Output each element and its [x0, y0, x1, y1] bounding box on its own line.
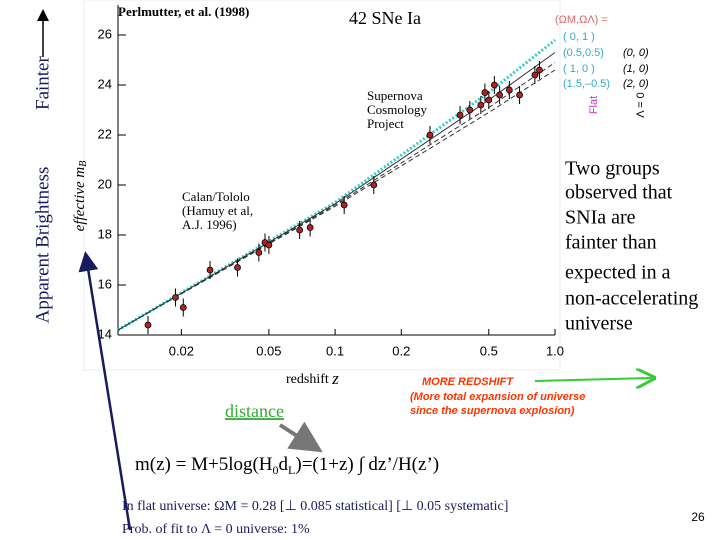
distance-arrow — [278, 421, 323, 453]
data-point — [426, 131, 434, 139]
data-point — [370, 181, 378, 189]
data-point — [505, 86, 513, 94]
data-point — [306, 224, 314, 231]
slide-number: 26 — [691, 510, 705, 524]
side-line: expected in a — [565, 262, 671, 284]
y-tick-label: 18 — [98, 226, 112, 241]
chart-title: 42 SNe Ia — [349, 8, 421, 28]
brightness-arrow — [78, 251, 132, 531]
data-point — [485, 96, 493, 104]
legend-entry: (1.5,–0.5) — [563, 78, 610, 90]
annotation: Supernova — [367, 88, 423, 103]
legend-entry: (1, 0) — [623, 63, 649, 75]
x-tick-label: 1.0 — [546, 343, 564, 358]
redshift-line: (More total expansion of universe — [410, 391, 585, 403]
y-tick-label: 24 — [98, 76, 112, 91]
y-tick-label: 20 — [98, 176, 112, 191]
annotation: Calan/Tololo — [182, 189, 250, 204]
data-point — [516, 91, 523, 99]
data-point — [255, 249, 263, 256]
y-tick-label: 14 — [98, 326, 112, 341]
side-text: Two groups observed that SNIa are fainte… — [565, 158, 698, 335]
annotation: A.J. 1996) — [182, 217, 237, 232]
data-point — [536, 66, 543, 74]
redshift-arrow — [534, 378, 652, 381]
x-tick-label: 0.02 — [169, 343, 194, 358]
y-axis-label: effective mB — [72, 161, 89, 232]
formula: m(z) = M+5log(H0dL)=(1+z) ∫ dz’/H(z’) — [135, 454, 439, 476]
data-point — [531, 71, 539, 79]
data-point — [496, 91, 504, 99]
redshift-line: since the supernova explosion) — [410, 405, 575, 417]
annotation: Cosmology — [367, 102, 427, 117]
legend-entry: (0.5,0.5) — [563, 47, 604, 59]
side-line: observed that — [565, 182, 673, 204]
credit: Perlmutter, et al. (1998) — [118, 4, 249, 19]
annotation: Project — [367, 116, 404, 131]
brightness-note: Apparent Brightness — [32, 167, 53, 324]
model-curve — [117, 62, 556, 331]
data-point — [172, 294, 179, 301]
side-line: Two groups — [565, 158, 660, 180]
data-point — [296, 226, 304, 234]
data-point — [481, 89, 489, 96]
y-tick-label: 16 — [98, 276, 112, 291]
data-point — [234, 264, 241, 271]
redshift-title: MORE REDSHIFT — [422, 376, 514, 388]
data-point — [456, 111, 464, 119]
legend-entry: ( 1, 0 ) — [563, 63, 595, 75]
annotation: (Hamuy et al, — [182, 203, 253, 218]
legend-header: (ΩM,ΩΛ) = — [555, 14, 608, 26]
data-point — [144, 321, 152, 329]
legend-entry: (0, 0) — [623, 47, 649, 59]
side-line: non-accelerating — [565, 288, 698, 310]
data-point — [340, 201, 348, 209]
side-line: universe — [565, 313, 633, 335]
model-curve — [117, 52, 556, 331]
data-point — [466, 106, 474, 114]
model-curve — [117, 38, 556, 332]
distance-label: distance — [225, 401, 284, 421]
data-point — [265, 241, 273, 249]
data-point — [477, 101, 485, 109]
legend-entry: ( 0, 1 ) — [563, 31, 595, 43]
x-tick-label: 0.2 — [392, 343, 410, 358]
data-point — [490, 81, 498, 89]
legend-flat: Flat — [588, 96, 600, 114]
x-tick-label: 0.05 — [256, 343, 281, 358]
x-tick-label: 0.1 — [326, 343, 344, 358]
data-point — [179, 304, 187, 311]
x-tick-label: 0.5 — [480, 343, 498, 358]
plot-panel — [83, 0, 561, 371]
side-line: SNIa are — [565, 207, 636, 229]
legend-lambda: Λ = 0 — [635, 92, 647, 117]
fainter-note: Fainter — [32, 56, 53, 110]
data-point — [206, 266, 214, 274]
result-line: Prob. of fit to Λ = 0 universe: 1% — [122, 522, 310, 537]
y-tick-label: 22 — [98, 126, 112, 141]
y-tick-label: 26 — [98, 26, 112, 41]
legend-entry: (2, 0) — [623, 78, 649, 90]
result-line: In flat universe: ΩM = 0.28 [⊥ 0.085 sta… — [122, 499, 508, 514]
x-axis-label: redshift z — [286, 369, 339, 388]
side-line: fainter than — [565, 232, 657, 254]
model-curve — [117, 69, 556, 331]
